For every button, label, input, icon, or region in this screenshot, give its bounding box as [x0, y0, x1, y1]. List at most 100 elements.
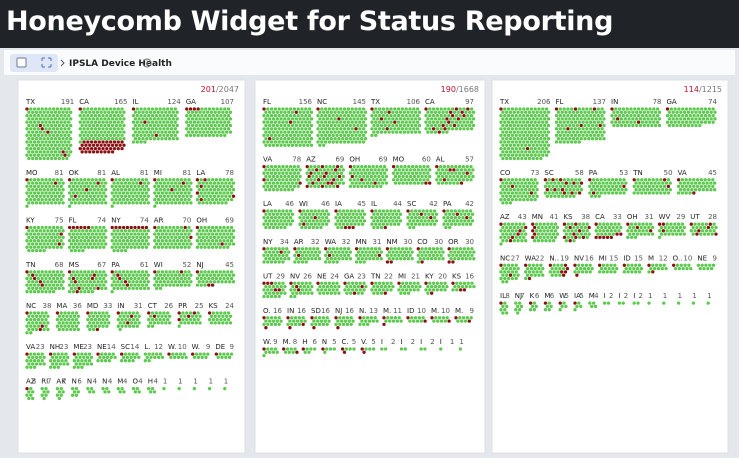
device-up — [505, 195, 508, 198]
device-up — [346, 323, 349, 326]
device-up — [466, 165, 469, 168]
device-up — [401, 127, 404, 130]
device-up — [161, 232, 164, 235]
device-down — [56, 311, 59, 314]
device-up — [61, 124, 64, 127]
device-up — [534, 127, 537, 130]
device-up — [688, 191, 691, 194]
device-up — [507, 185, 510, 188]
device-up — [568, 130, 571, 133]
device-up — [162, 318, 165, 321]
device-up — [151, 311, 154, 314]
device-up — [274, 165, 277, 168]
device-up — [133, 283, 136, 286]
device-up — [283, 130, 286, 133]
device-up — [176, 111, 179, 114]
device-up — [35, 328, 38, 331]
device-up — [116, 280, 119, 283]
device-up — [266, 223, 269, 226]
device-up — [212, 127, 215, 130]
device-up — [226, 352, 229, 355]
device-up — [405, 254, 408, 257]
device-up — [302, 111, 305, 114]
device-up — [264, 213, 267, 216]
device-up — [297, 121, 300, 124]
device-up — [330, 257, 333, 260]
device-up — [84, 130, 87, 133]
device-up — [358, 114, 361, 117]
device-up — [392, 178, 395, 181]
device-up — [285, 134, 288, 137]
device-up — [79, 140, 82, 143]
device-up — [189, 195, 192, 198]
device-up — [455, 247, 458, 250]
device-up — [655, 185, 658, 188]
device-up — [503, 236, 506, 239]
device-up — [397, 216, 400, 219]
device-up — [61, 195, 64, 198]
device-down — [310, 316, 313, 319]
device-up — [126, 198, 129, 201]
device-down — [341, 347, 344, 350]
device-up — [94, 114, 97, 117]
device-up — [346, 209, 349, 212]
device-down — [189, 107, 192, 110]
device-up — [360, 130, 363, 133]
device-up — [408, 107, 411, 110]
device-up — [585, 114, 588, 117]
device-up — [193, 387, 196, 390]
device-up — [281, 127, 284, 130]
device-up — [330, 137, 333, 140]
device-up — [133, 185, 136, 188]
device-up — [314, 257, 317, 260]
device-up — [300, 134, 303, 137]
device-up — [390, 316, 393, 319]
device-up — [160, 321, 163, 324]
device-up — [50, 242, 53, 245]
device-down — [430, 316, 433, 319]
device-down — [286, 316, 289, 319]
device-down — [667, 185, 670, 188]
device-up — [137, 185, 140, 188]
device-down — [321, 165, 324, 168]
device-up — [332, 172, 335, 175]
group-count: 23 — [357, 272, 366, 280]
device-up — [441, 168, 444, 171]
device-up — [276, 124, 279, 127]
checkbox-icon[interactable] — [17, 58, 26, 67]
device-up — [362, 316, 365, 319]
device-up — [411, 172, 414, 175]
device-up — [509, 181, 512, 184]
device-up — [424, 168, 427, 171]
device-up — [207, 232, 210, 235]
device-up — [326, 137, 329, 140]
device-up — [459, 107, 462, 110]
device-up — [209, 201, 212, 204]
device-up — [168, 191, 171, 194]
device-up — [136, 325, 139, 328]
device-up — [209, 242, 212, 245]
device-up — [322, 130, 325, 133]
device-up — [175, 352, 178, 355]
device-up — [145, 130, 148, 133]
device-up — [513, 150, 516, 153]
device-up — [168, 117, 171, 120]
device-up — [229, 315, 232, 318]
device-up — [35, 130, 38, 133]
group-count: 45 — [357, 200, 366, 208]
device-up — [290, 347, 293, 350]
device-down — [266, 282, 269, 285]
group-label: N. — [359, 307, 366, 315]
device-up — [270, 316, 273, 319]
device-down — [207, 283, 210, 286]
device-up — [54, 137, 57, 140]
group-label: N — [72, 378, 77, 386]
device-up — [74, 249, 77, 252]
device-up — [456, 219, 459, 222]
device-up — [111, 117, 114, 120]
device-up — [276, 144, 279, 147]
device-up — [105, 387, 108, 390]
device-up — [414, 216, 417, 219]
device-up — [281, 121, 284, 124]
device-up — [105, 311, 108, 314]
